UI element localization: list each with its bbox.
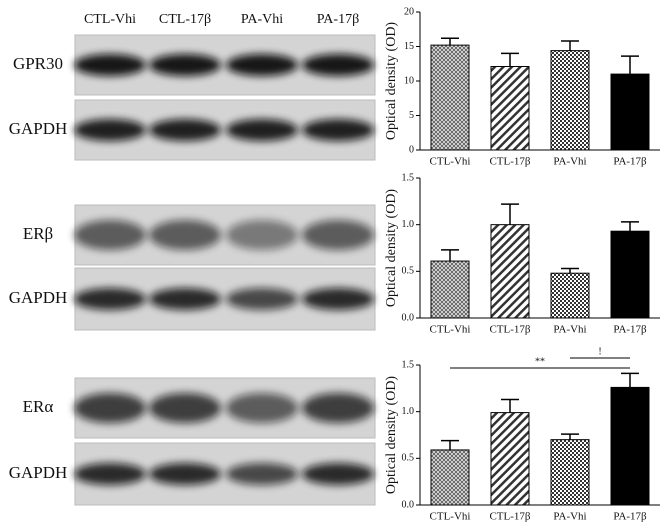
error-bar xyxy=(561,267,579,274)
blot-band xyxy=(302,220,374,250)
error-bar xyxy=(441,249,459,262)
x-tick-label: PA-17β xyxy=(613,511,647,523)
blot-band xyxy=(149,463,221,485)
bar xyxy=(430,44,470,151)
error-bar xyxy=(621,372,639,388)
y-tick-label: 0 xyxy=(409,144,414,155)
blot-band xyxy=(74,119,146,141)
blot-band xyxy=(74,220,146,250)
error-bar xyxy=(501,203,519,225)
blot-band xyxy=(74,54,146,76)
y-axis-label: Optical density (OD) xyxy=(384,189,399,308)
blot-band xyxy=(302,393,374,423)
blot-band xyxy=(74,393,146,423)
bar xyxy=(610,230,650,319)
blot-band xyxy=(302,119,374,141)
blot-row-label: GAPDH xyxy=(9,288,68,307)
y-tick-label: 5 xyxy=(409,110,414,121)
y-axis-label: Optical density (OD) xyxy=(384,22,399,141)
y-tick-label: 1.5 xyxy=(402,359,415,370)
blot-column-label: CTL-17β xyxy=(159,12,211,27)
x-tick-label: CTL-17β xyxy=(489,511,530,523)
error-bar xyxy=(621,55,639,75)
blot-band xyxy=(226,463,298,485)
blot-band xyxy=(302,54,374,76)
bar xyxy=(490,224,530,319)
blot-band xyxy=(226,393,298,423)
blot-band xyxy=(149,54,221,76)
bar xyxy=(490,412,530,506)
y-tick-label: 0.0 xyxy=(402,499,415,510)
blot-row-label: GAPDH xyxy=(9,119,68,138)
bar xyxy=(550,439,590,506)
blot-band xyxy=(74,463,146,485)
x-tick-label: CTL-Vhi xyxy=(430,156,471,168)
y-axis-label: Optical density (OD) xyxy=(384,376,399,495)
blot-band xyxy=(149,393,221,423)
blot-column-label: PA-Vhi xyxy=(241,12,283,27)
bar xyxy=(430,449,470,506)
x-tick-label: PA-Vhi xyxy=(553,156,586,168)
blot-column-label: PA-17β xyxy=(317,12,359,27)
significance-label: ! xyxy=(598,346,601,357)
bar xyxy=(550,50,590,151)
error-bar xyxy=(441,37,459,46)
error-bar xyxy=(501,398,519,413)
blot-row-label: GAPDH xyxy=(9,463,68,482)
x-tick-label: CTL-17β xyxy=(489,324,530,336)
y-tick-label: 1.0 xyxy=(402,219,415,230)
blot-row-label: ERβ xyxy=(23,224,53,243)
blot-band xyxy=(226,119,298,141)
bar xyxy=(610,73,650,151)
y-tick-label: 0.5 xyxy=(402,453,415,464)
error-bar xyxy=(561,433,579,440)
x-tick-label: PA-17β xyxy=(613,156,647,168)
blot-band xyxy=(226,54,298,76)
blot-band xyxy=(226,220,298,250)
y-tick-label: 15 xyxy=(404,41,414,52)
error-bar xyxy=(561,40,579,51)
x-tick-label: PA-Vhi xyxy=(553,324,586,336)
blot-band xyxy=(226,288,298,310)
significance-label: ** xyxy=(535,356,545,367)
x-tick-label: CTL-Vhi xyxy=(430,324,471,336)
error-bar xyxy=(441,439,459,450)
blot-band xyxy=(149,220,221,250)
y-tick-label: 1.0 xyxy=(402,406,415,417)
x-tick-label: PA-17β xyxy=(613,324,647,336)
bar xyxy=(490,66,530,151)
x-tick-label: CTL-Vhi xyxy=(430,511,471,523)
x-tick-label: CTL-17β xyxy=(489,156,530,168)
blot-row-label: ERα xyxy=(23,397,54,416)
blot-column-label: CTL-Vhi xyxy=(84,12,136,27)
y-tick-label: 0.5 xyxy=(402,266,415,277)
y-tick-label: 10 xyxy=(404,75,414,86)
blot-band xyxy=(302,288,374,310)
x-tick-label: PA-Vhi xyxy=(553,511,586,523)
bar xyxy=(430,260,470,319)
error-bar xyxy=(501,52,519,67)
y-tick-label: 20 xyxy=(404,6,414,17)
y-tick-label: 0.0 xyxy=(402,312,415,323)
bar xyxy=(610,386,650,506)
blot-row-label: GPR30 xyxy=(13,54,63,73)
blot-band xyxy=(302,463,374,485)
error-bar xyxy=(621,221,639,232)
blot-band xyxy=(74,288,146,310)
blot-band xyxy=(149,288,221,310)
y-tick-label: 1.5 xyxy=(402,172,415,183)
blot-band xyxy=(149,119,221,141)
bar xyxy=(550,272,590,319)
